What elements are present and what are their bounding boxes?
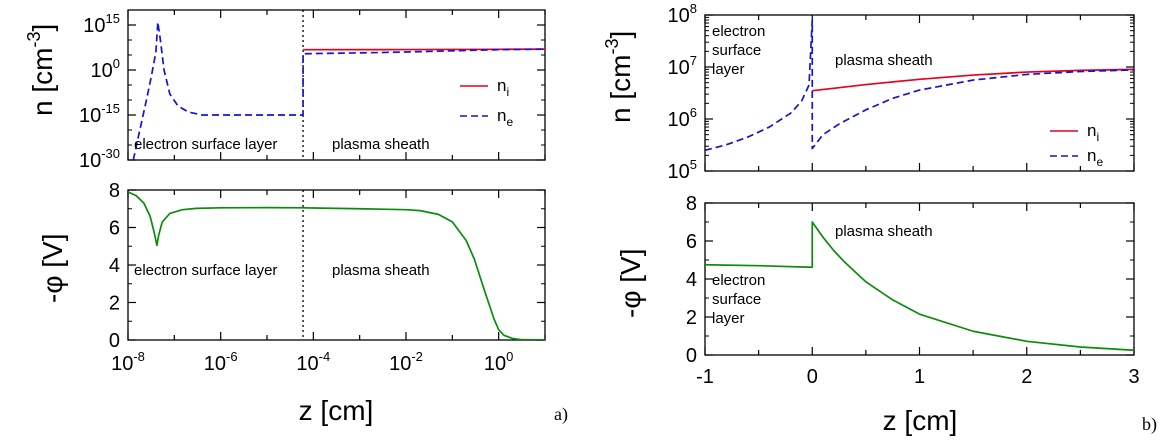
x-tick-label: 0: [807, 366, 818, 388]
annotation-electron-surface-layer: electron surface layer: [134, 262, 277, 279]
y-tick-label: 105: [668, 157, 697, 183]
y-ticks-b-bottom: 0 2 4 6 8: [686, 193, 1134, 367]
annotation-electron: electron: [712, 23, 765, 40]
x-tick-label: -1: [696, 366, 714, 388]
legend-ne-label: ne: [1087, 146, 1103, 169]
y-tick-label: 108: [668, 1, 697, 27]
panel-label-b: b): [1142, 414, 1157, 435]
y-tick-label: 2: [686, 307, 697, 329]
legend-b-top: ni ne: [1050, 121, 1103, 169]
y-axis-label-a-bottom: -φ [V]: [37, 234, 68, 304]
x-ticks-a-top: [127, 10, 546, 160]
x-tick-label: 10-8: [111, 349, 145, 375]
annotation-surface: surface: [712, 291, 761, 308]
y-tick-label: 0: [109, 330, 120, 352]
plot-frame-b-top: [704, 14, 1135, 172]
y-ticks-a-top: 10-30 10-15 100 1015: [79, 11, 545, 172]
y-tick-label: 6: [109, 218, 120, 240]
legend-a-top: ni ne: [460, 76, 513, 129]
annotation-plasma-sheath: plasma sheath: [332, 262, 430, 279]
y-tick-label: 1015: [83, 11, 120, 37]
series-b-bottom: [705, 221, 1134, 352]
y-tick-label: 106: [668, 105, 697, 131]
y-axis-label-b-bottom: -φ [V]: [615, 249, 646, 319]
panel-label-a: a): [554, 404, 568, 425]
x-tick-label: 3: [1128, 366, 1139, 388]
y-axis-label-b-top: n [cm-3]: [602, 31, 636, 123]
x-ticks-a-bottom: 10-8 10-6 10-4 10-2 100: [111, 190, 546, 375]
y-axis-label-a-top: n [cm-3]: [24, 24, 58, 116]
y-tick-label: 2: [109, 293, 120, 315]
annotation-electron-surface-layer: electron surface layer: [134, 136, 277, 153]
x-tick-label: 1: [914, 366, 925, 388]
series-a-bottom: [128, 191, 545, 340]
annotation-plasma-sheath: plasma sheath: [835, 223, 933, 240]
y-tick-label: 100: [91, 56, 120, 82]
annotation-surface: surface: [712, 42, 761, 59]
x-tick-label: 10-4: [296, 349, 330, 375]
series-b-top: [705, 19, 1134, 152]
legend-ni-label: ni: [497, 76, 509, 99]
y-tick-label: 4: [686, 269, 697, 291]
y-tick-label: 107: [668, 53, 697, 79]
annotation-layer: layer: [712, 310, 745, 327]
series-line-ne: [705, 19, 1134, 152]
x-ticks-b-top: [704, 15, 1135, 171]
series-a-top: [132, 21, 545, 160]
y-tick-label: 4: [109, 255, 120, 277]
x-axis-label-a: z [cm]: [299, 395, 374, 426]
legend-ne-label: ne: [497, 106, 513, 129]
x-ticks-b-bottom: -1 0 1 2 3: [696, 203, 1140, 388]
y-ticks-a-bottom: 0 2 4 6 8: [109, 180, 545, 352]
series-line-ne: [132, 21, 545, 160]
annotation-layer: layer: [712, 61, 745, 78]
x-tick-label: 100: [484, 349, 513, 375]
annotation-plasma-sheath: plasma sheath: [332, 136, 430, 153]
x-axis-label-b: z [cm]: [883, 405, 958, 436]
series-line-phi: [128, 191, 545, 340]
series-line-ni: [812, 68, 1134, 92]
annotation-electron: electron: [712, 272, 765, 289]
y-tick-label: 0: [686, 345, 697, 367]
series-line-phi: [705, 221, 1134, 352]
panel-a-bottom: 0 2 4 6 8 10-8 10-6 10-4 10-2 100 electron surfa…: [37, 180, 546, 426]
panel-a-top: 10-30 10-15 100 1015 electron surface layer…: [24, 9, 546, 172]
x-tick-label: 10-2: [389, 349, 423, 375]
y-tick-label: 6: [686, 231, 697, 253]
x-tick-label: 2: [1021, 366, 1032, 388]
annotation-plasma-sheath: plasma sheath: [835, 52, 933, 69]
y-tick-label: 10-30: [79, 146, 120, 172]
x-tick-label: 10-6: [204, 349, 238, 375]
y-tick-label: 8: [686, 193, 697, 215]
y-tick-label: 8: [109, 180, 120, 202]
y-tick-label: 10-15: [79, 101, 120, 127]
legend-ni-label: ni: [1087, 121, 1099, 144]
panel-b-top: 105 106 107 108 electron surface layer plas…: [602, 1, 1135, 183]
